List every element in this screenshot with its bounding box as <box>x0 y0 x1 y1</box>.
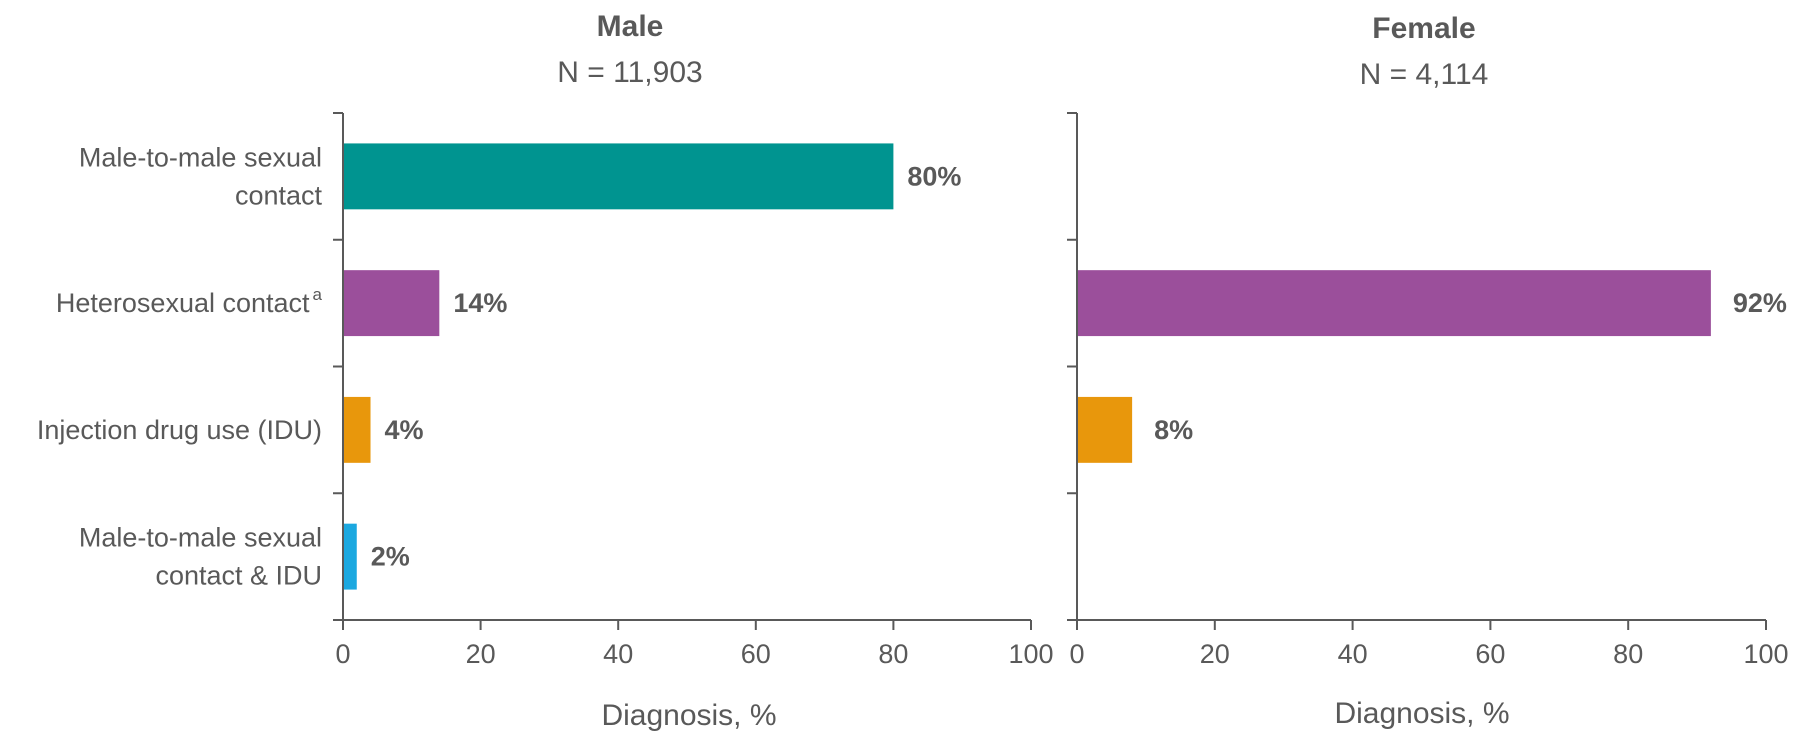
female-bar <box>1078 396 1133 463</box>
female-bar <box>1078 270 1711 337</box>
male-category-label: Male-to-male sexual contact <box>79 142 323 210</box>
female-panel: Female N = 4,114 Diagnosis, % 0 20 40 60 80 1… <box>1067 12 1789 730</box>
male-bar <box>344 396 371 463</box>
male-panel: Male N = 11,903 Diagnosis, % 0 20 40 60 80 10… <box>37 10 1054 732</box>
male-category-label: Injection drug use (IDU) <box>37 415 322 445</box>
male-x-tick-label: 60 <box>741 639 771 669</box>
female-bar-value-label: 8% <box>1154 415 1193 445</box>
male-bar <box>344 143 894 210</box>
female-bar-value-label: 92% <box>1733 288 1787 318</box>
female-title: Female <box>1372 12 1475 45</box>
male-category-label: Heterosexual contact a <box>56 285 323 318</box>
male-bar <box>344 523 357 590</box>
male-x-tick-label: 0 <box>335 639 350 669</box>
female-x-tick-label: 60 <box>1475 639 1505 669</box>
female-x-tick-label: 40 <box>1338 639 1368 669</box>
female-subtitle: N = 4,114 <box>1360 58 1489 91</box>
female-x-tick-label: 80 <box>1613 639 1643 669</box>
female-x-tick-label: 0 <box>1069 639 1084 669</box>
female-x-tick-label: 100 <box>1743 639 1788 669</box>
male-category-label: Male-to-male sexual contact & IDU <box>79 523 322 591</box>
male-title: Male <box>597 10 664 43</box>
female-x-tick-label: 20 <box>1200 639 1230 669</box>
male-x-tick-label: 20 <box>466 639 496 669</box>
male-x-tick-label: 80 <box>878 639 908 669</box>
male-x-tick-label: 100 <box>1008 639 1053 669</box>
female-x-axis-label: Diagnosis, % <box>1334 697 1509 730</box>
male-x-tick-label: 40 <box>603 639 633 669</box>
male-subtitle: N = 11,903 <box>557 56 702 89</box>
male-bar <box>344 270 440 337</box>
male-bar-value-label: 14% <box>453 288 507 318</box>
male-bar-value-label: 2% <box>371 542 410 572</box>
male-bar-value-label: 4% <box>385 415 424 445</box>
male-x-axis-label: Diagnosis, % <box>601 699 776 732</box>
male-bar-value-label: 80% <box>907 161 961 191</box>
